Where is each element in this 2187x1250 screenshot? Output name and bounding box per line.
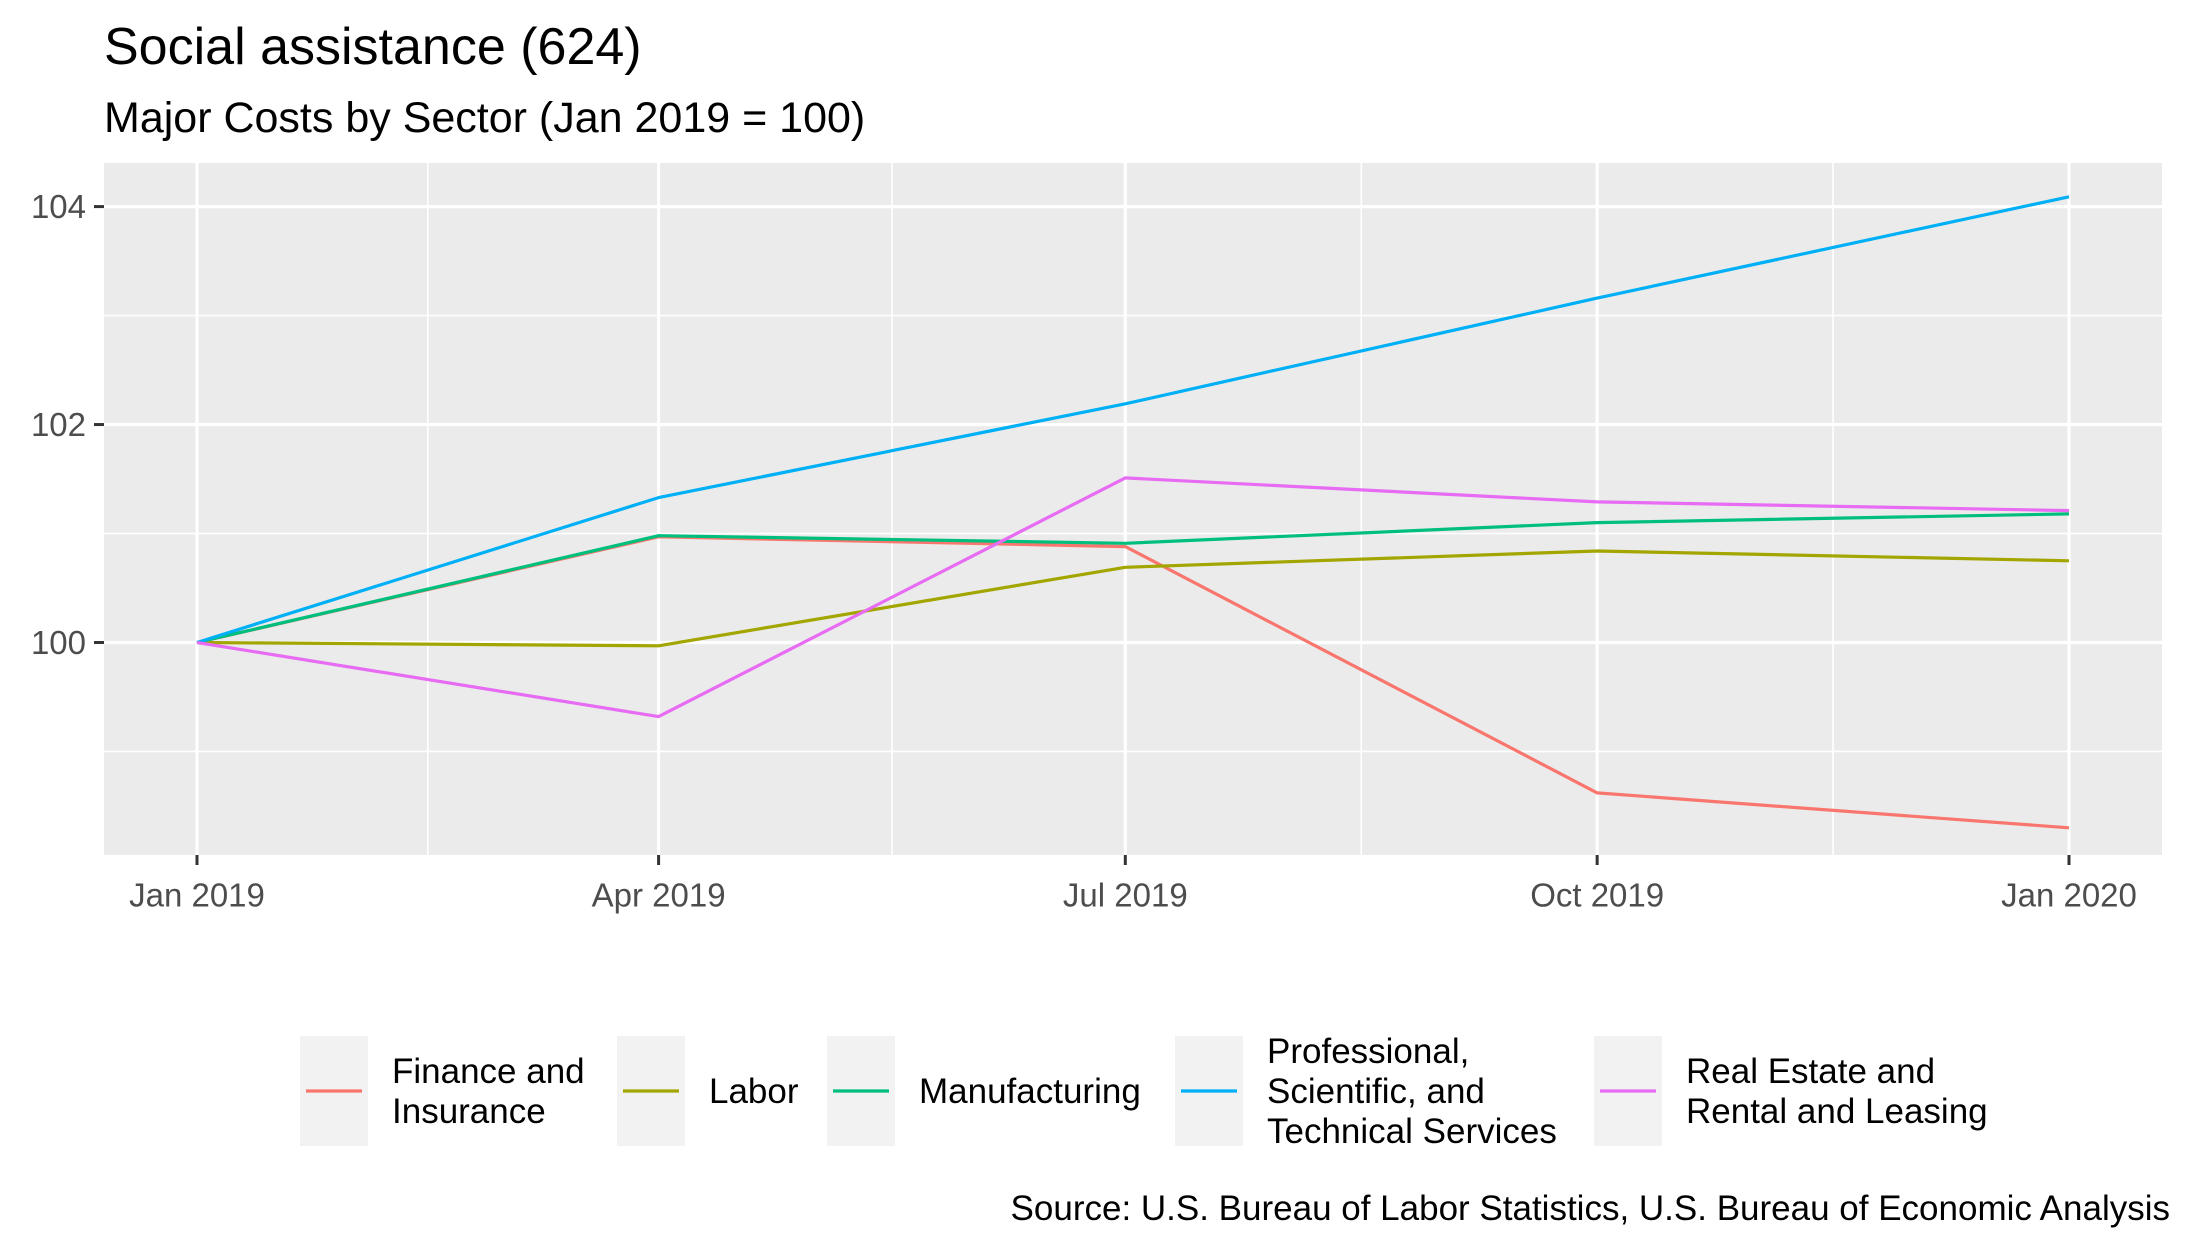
series-line-2	[196, 512, 2070, 645]
x-tick-label: Oct 2019	[1530, 877, 1664, 914]
legend-label-0: Finance and Insurance	[392, 1052, 585, 1131]
plot-panel	[104, 163, 2162, 855]
x-tick-label: Jul 2019	[1063, 877, 1188, 914]
y-axis: 100 102 104	[31, 188, 104, 661]
legend: Finance and Insurance Labor Manufacturing Pr…	[300, 1032, 1988, 1151]
y-tick-label: 102	[31, 406, 86, 443]
y-tick-label: 104	[31, 188, 86, 225]
x-tick-label: Jan 2019	[129, 877, 265, 914]
major-gridlines	[104, 163, 2162, 855]
x-tick-label: Apr 2019	[592, 877, 726, 914]
legend-label-3: Professional, Scientific, and Technical Se…	[1267, 1032, 1557, 1151]
minor-gridlines	[104, 163, 2162, 855]
x-tick-label: Jan 2020	[2001, 877, 2137, 914]
series-lines	[196, 195, 2070, 830]
legend-label-2: Manufacturing	[919, 1072, 1141, 1111]
y-tick-label: 100	[31, 624, 86, 661]
series-line-3	[196, 195, 2070, 645]
legend-label-4: Real Estate and Rental and Leasing	[1686, 1052, 1988, 1131]
chart-title: Social assistance (624)	[104, 18, 642, 76]
x-axis: Jan 2019 Apr 2019 Jul 2019 Oct 2019 Jan 2020	[129, 855, 2137, 914]
series-line-4	[196, 476, 2070, 719]
legend-label-1: Labor	[709, 1072, 799, 1111]
series-line-1	[196, 549, 2070, 648]
chart-caption: Source: U.S. Bureau of Labor Statistics,…	[1010, 1189, 2170, 1228]
chart-subtitle: Major Costs by Sector (Jan 2019 = 100)	[104, 94, 866, 142]
